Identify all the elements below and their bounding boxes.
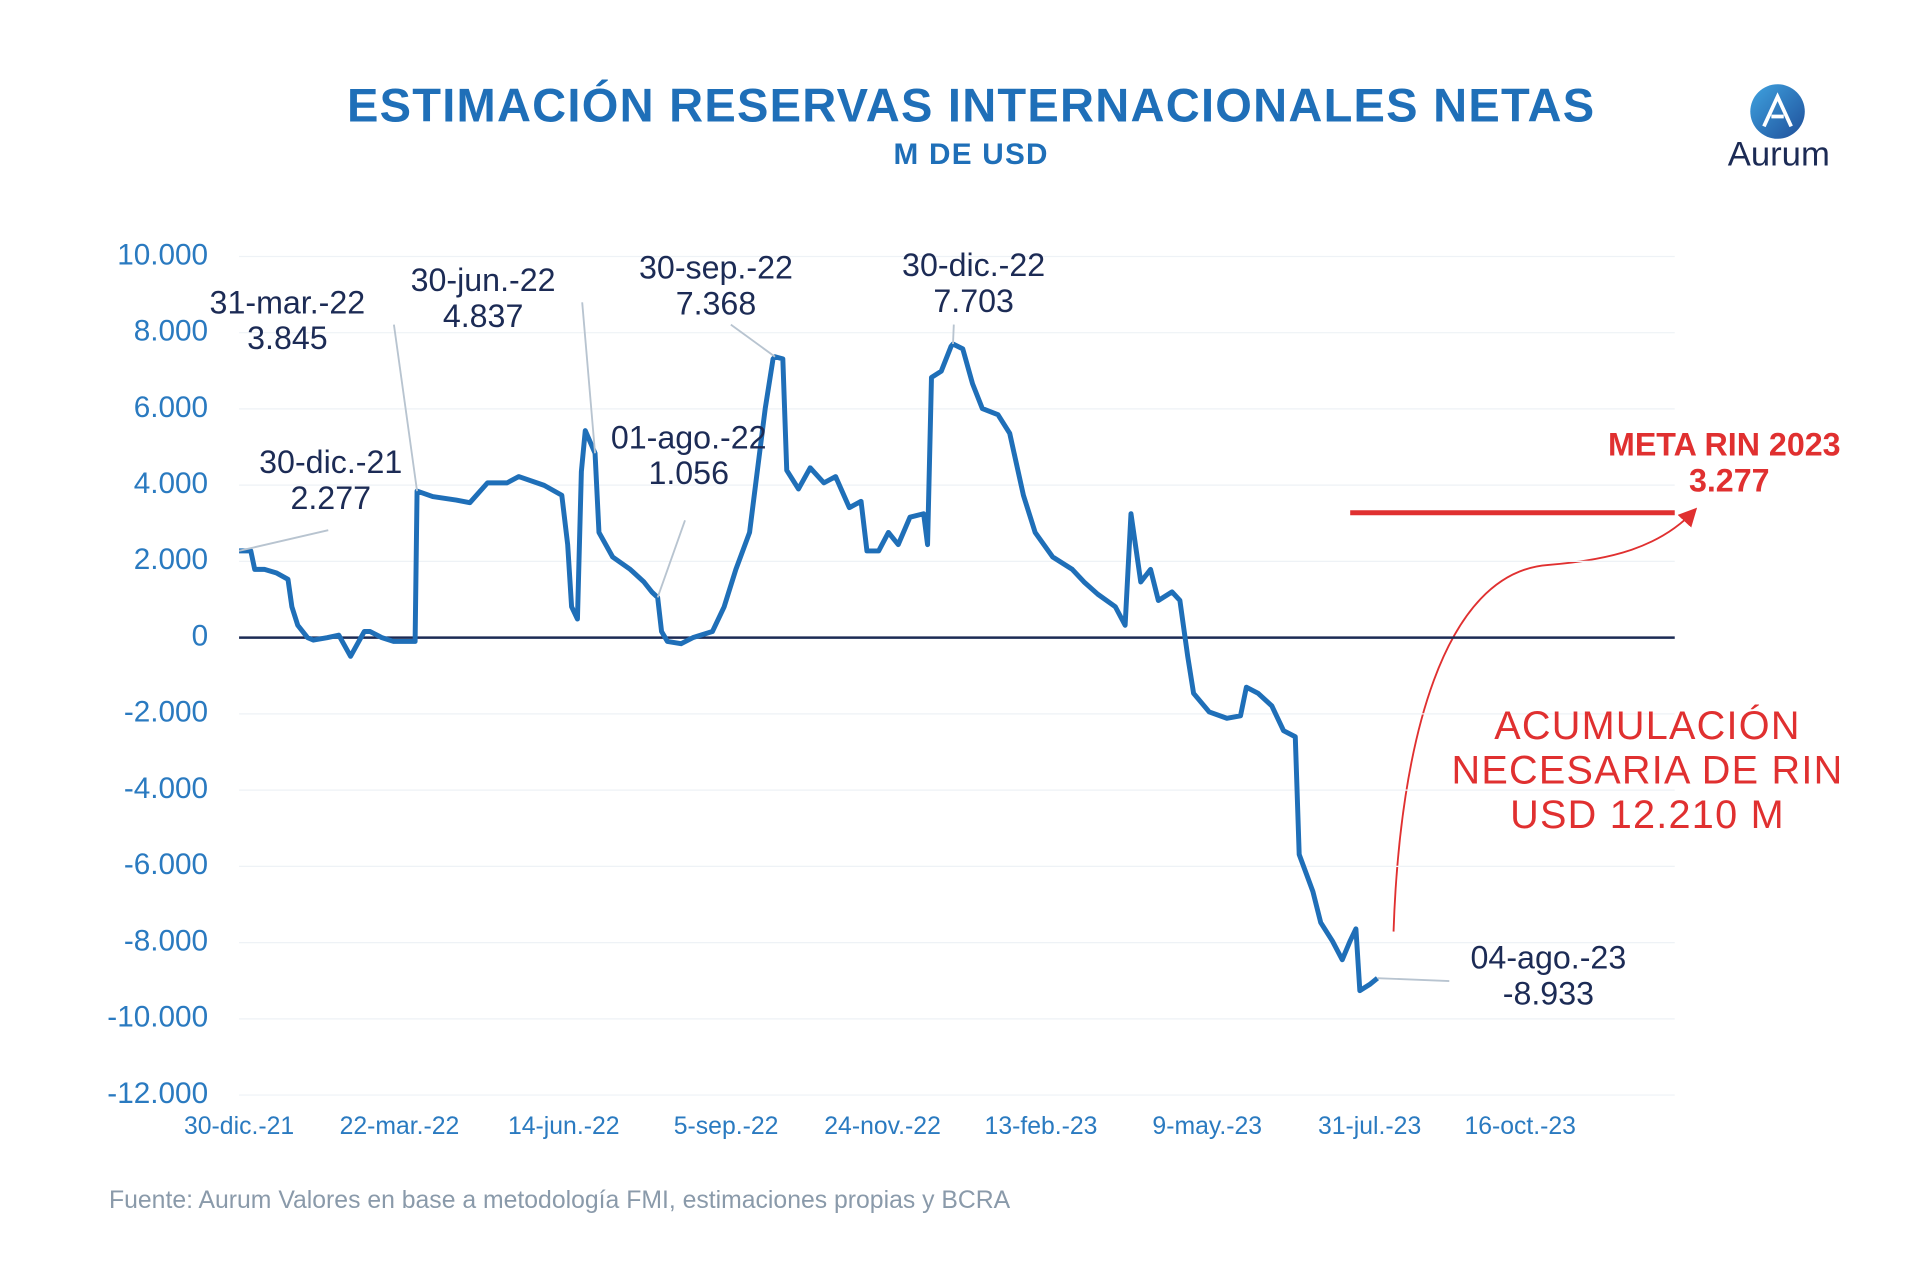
annotation-date: 30-dic.-21	[259, 444, 402, 480]
x-tick-label: 24-nov.-22	[824, 1113, 941, 1140]
annotation-leader	[730, 323, 776, 358]
note-line: NECESARIA DE RIN	[1452, 748, 1844, 792]
annotation-date: 30-dic.-22	[902, 247, 1045, 283]
x-tick-label: 13-feb.-23	[985, 1113, 1098, 1140]
y-tick-label: -8.000	[124, 924, 208, 957]
y-tick-label: -4.000	[124, 772, 208, 805]
x-tick-label: 14-jun.-22	[508, 1113, 620, 1140]
annotation-leader	[581, 302, 596, 454]
chart-title: ESTIMACIÓN RESERVAS INTERNACIONALES NETA…	[347, 78, 1595, 131]
annotation-value: 7.368	[676, 286, 757, 322]
annotation-value: 7.703	[933, 283, 1014, 319]
logo-glyph	[1762, 92, 1793, 128]
target-arrow	[1392, 507, 1698, 932]
note-line: USD 12.210 M	[1510, 793, 1785, 837]
y-tick-label: 8.000	[134, 315, 208, 348]
annotation-value: 4.837	[443, 298, 524, 334]
annotation-date: 30-sep.-22	[639, 250, 793, 286]
series-line	[239, 341, 1379, 994]
y-tick-label: 0	[192, 619, 209, 652]
y-tick-label: 4.000	[134, 467, 208, 500]
annotation-leader	[952, 324, 955, 345]
annotation-value: 1.056	[648, 455, 729, 491]
annotation-leader	[392, 324, 418, 492]
annotation-value: 3.845	[247, 320, 328, 356]
annotation-date: 01-ago.-22	[611, 419, 767, 455]
x-tick-label: 22-mar.-22	[340, 1113, 460, 1140]
source-note: Fuente: Aurum Valores en base a metodolo…	[109, 1187, 1011, 1214]
annotation-leader	[1377, 977, 1450, 983]
annotation-date: 30-jun.-22	[411, 262, 556, 298]
x-tick-label: 16-oct.-23	[1464, 1113, 1576, 1140]
x-tick-label: 30-dic.-21	[184, 1113, 294, 1140]
x-tick-label: 9-may.-23	[1152, 1113, 1262, 1140]
y-tick-label: -2.000	[124, 696, 208, 729]
target-value: 3.277	[1689, 463, 1770, 499]
target-label: META RIN 2023	[1608, 427, 1841, 463]
y-tick-label: -12.000	[107, 1077, 208, 1110]
y-tick-label: -10.000	[107, 1001, 208, 1034]
annotation-leader	[238, 529, 329, 552]
logo: Aurum	[1728, 84, 1830, 173]
y-tick-label: -6.000	[124, 848, 208, 881]
chart-subtitle: M DE USD	[894, 138, 1049, 171]
brand-name: Aurum	[1728, 135, 1830, 173]
note-line: ACUMULACIÓN	[1494, 704, 1800, 748]
annotation-leader	[656, 519, 686, 598]
annotation-date: 04-ago.-23	[1471, 940, 1627, 976]
annotation-value: -8.933	[1503, 975, 1594, 1011]
x-tick-label: 31-jul.-23	[1318, 1113, 1421, 1140]
annotation-value: 2.277	[290, 480, 371, 516]
y-tick-label: 10.000	[117, 238, 208, 271]
y-tick-label: 2.000	[134, 543, 208, 576]
y-tick-label: 6.000	[134, 391, 208, 424]
x-tick-label: 5-sep.-22	[674, 1113, 779, 1140]
annotation-date: 31-mar.-22	[210, 284, 366, 320]
